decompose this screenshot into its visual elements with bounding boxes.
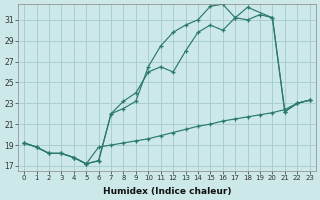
X-axis label: Humidex (Indice chaleur): Humidex (Indice chaleur) xyxy=(103,187,231,196)
